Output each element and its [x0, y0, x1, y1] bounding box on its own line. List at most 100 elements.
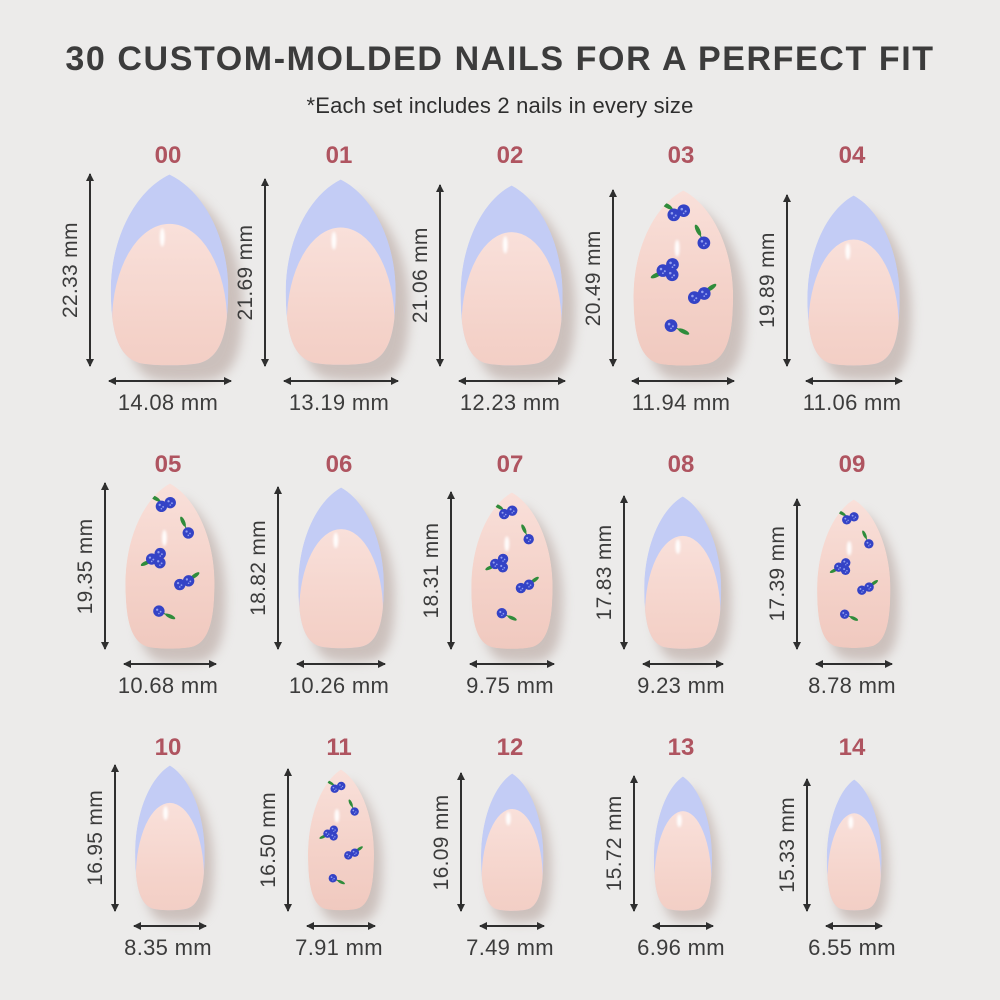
- width-arrow: [108, 377, 232, 385]
- nail-bed: [307, 769, 374, 911]
- nail-figure: 16.95 mm: [73, 763, 244, 923]
- nail-illustration: [471, 492, 563, 662]
- nail-size-cell: 03 20.49 mm 11.94 mm: [582, 141, 757, 416]
- nail-figure: 22.33 mm: [59, 171, 244, 382]
- width-measurement-label: 9.75 mm: [466, 673, 554, 698]
- width-measurement-label: 11.06 mm: [802, 390, 902, 415]
- size-number-label: 08: [667, 451, 695, 478]
- width-measurement-label: 9.23 mm: [637, 673, 725, 698]
- height-measurement-label: 21.69 mm: [234, 224, 258, 321]
- height-measurement-label: 18.82 mm: [246, 520, 270, 616]
- nail-figure: 15.33 mm: [757, 763, 928, 922]
- height-measurement-label: 19.35 mm: [74, 517, 98, 614]
- width-measurement-label: 7.49 mm: [466, 935, 554, 960]
- size-number-label: 02: [496, 142, 524, 169]
- page-title: 30 CUSTOM-MOLDED NAILS FOR A PERFECT FIT: [65, 40, 935, 78]
- size-number-label: 03: [667, 142, 695, 169]
- nail-figure: 18.82 mm: [244, 480, 415, 663]
- nail-size-cell: 01 21.69 mm 13.19 mm: [234, 141, 415, 416]
- nail-bed: [462, 231, 562, 366]
- nail-highlight: [503, 235, 509, 254]
- height-measurement-label: 15.33 mm: [775, 797, 799, 893]
- nail-size-cell: 06 18.82 mm 10.26 mm: [244, 450, 415, 699]
- height-arrow: [273, 486, 282, 650]
- size-number-label: 11: [326, 734, 352, 761]
- height-measurement-label: 19.89 mm: [756, 232, 780, 329]
- size-number-label: 01: [325, 142, 353, 169]
- nail-illustration: [461, 185, 576, 381]
- nail-illustration: [653, 776, 720, 922]
- nail-highlight: [163, 806, 169, 821]
- nail-highlight: [505, 811, 511, 825]
- width-measurement-label: 7.91 mm: [295, 935, 383, 960]
- size-number-label: 05: [154, 451, 182, 478]
- nail-illustration: [307, 769, 383, 923]
- nail-bed: [481, 808, 543, 911]
- width-measurement-label: 8.78 mm: [808, 673, 896, 698]
- nail-bed: [112, 223, 228, 366]
- size-number-label: 07: [496, 451, 524, 478]
- nail-size-cell: 04 19.89 mm 11.06 mm: [756, 141, 928, 416]
- height-arrow: [802, 778, 811, 912]
- width-measurement-label: 10.68 mm: [117, 673, 219, 698]
- nail-figure: 21.69 mm: [234, 171, 415, 382]
- nail-highlight: [333, 532, 339, 549]
- height-measurement-label: 22.33 mm: [59, 222, 83, 318]
- nail-highlight: [334, 809, 340, 823]
- nail-size-cell: 07 18.31 mm 9.75 mm: [415, 450, 586, 699]
- nail-highlight: [160, 228, 166, 247]
- nail-illustration: [125, 483, 226, 663]
- nail-figure: 17.39 mm: [757, 480, 928, 662]
- width-arrow: [458, 377, 566, 385]
- nail-illustration: [826, 779, 889, 922]
- height-arrow: [261, 178, 270, 367]
- size-number-label: 14: [838, 734, 866, 761]
- nail-bed: [654, 810, 712, 911]
- nail-bed: [125, 483, 215, 649]
- size-number-label: 06: [325, 451, 353, 478]
- nail-size-cell: 10 16.95 mm 8.35 mm: [73, 733, 244, 961]
- height-arrow: [783, 193, 792, 368]
- height-arrow: [86, 172, 95, 368]
- nail-figure: 16.09 mm: [415, 763, 586, 923]
- nail-highlight: [331, 232, 337, 250]
- nail-figure: 16.50 mm: [244, 763, 415, 923]
- page-subtitle: *Each set includes 2 nails in every size: [306, 93, 694, 118]
- nail-illustration: [644, 496, 732, 662]
- width-arrow: [295, 660, 387, 668]
- nail-highlight: [676, 813, 682, 827]
- width-arrow: [805, 377, 903, 385]
- nail-highlight: [847, 541, 852, 556]
- nail-size-cell: 13 15.72 mm 6.96 mm: [586, 733, 757, 961]
- width-arrow: [123, 660, 217, 668]
- nail-size-cell: 11 16.50 mm 7.91 mm: [244, 733, 415, 961]
- width-measurement-label: 13.19 mm: [288, 390, 390, 415]
- nail-size-cell: 09 17.39 mm 8.78 mm: [757, 450, 928, 699]
- nail-size-cell: 12 16.09 mm 7.49 mm: [415, 733, 586, 961]
- nail-bed: [135, 803, 205, 911]
- nail-figure: 15.72 mm: [586, 763, 757, 922]
- nail-size-cell: 05 19.35 mm 10.68 mm: [73, 450, 244, 699]
- width-arrow: [478, 922, 546, 930]
- nail-illustration: [298, 487, 395, 663]
- nail-highlight: [848, 816, 854, 829]
- nail-size-cell: 08 17.83 mm 9.23 mm: [586, 450, 757, 699]
- nail-bed: [299, 529, 383, 649]
- width-arrow: [283, 377, 400, 385]
- nail-figure: 21.06 mm: [409, 171, 586, 381]
- nail-bed: [471, 492, 553, 649]
- width-arrow: [469, 660, 555, 668]
- nail-figure: 19.35 mm: [73, 480, 244, 663]
- nail-bed: [287, 227, 395, 366]
- height-arrow: [620, 494, 629, 651]
- width-arrow: [815, 660, 893, 668]
- height-measurement-label: 17.39 mm: [766, 526, 790, 623]
- width-arrow: [652, 922, 714, 930]
- height-measurement-label: 16.95 mm: [84, 790, 108, 886]
- size-number-label: 10: [154, 734, 182, 761]
- height-measurement-label: 20.49 mm: [581, 230, 605, 326]
- size-number-label: 00: [154, 142, 182, 169]
- size-number-label: 04: [838, 142, 866, 169]
- height-arrow: [630, 774, 639, 913]
